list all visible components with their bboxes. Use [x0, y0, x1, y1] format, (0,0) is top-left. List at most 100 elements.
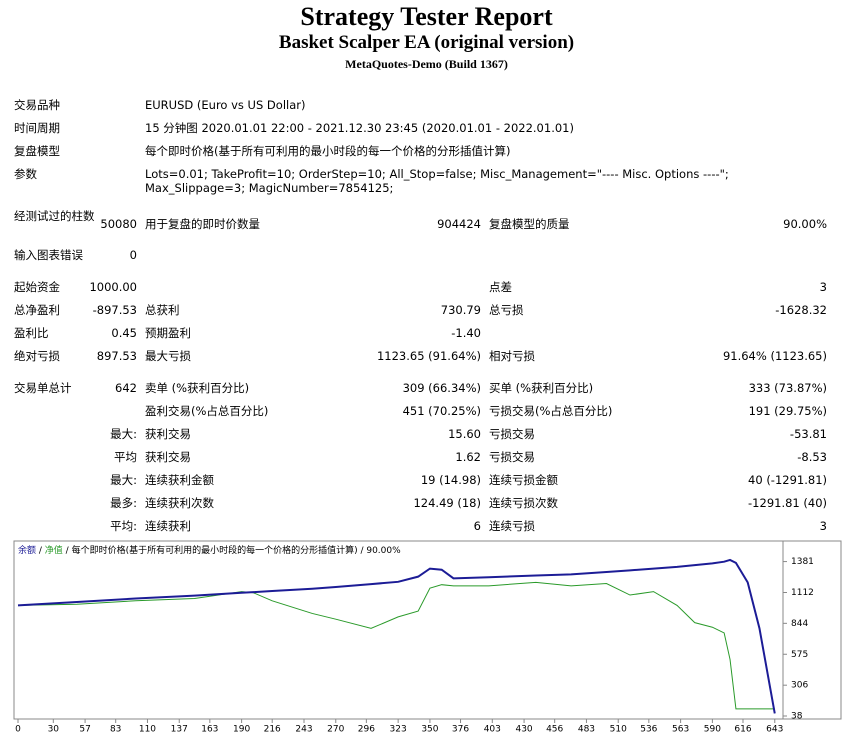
- y-tick-label: 1381: [791, 557, 814, 567]
- stat-label: 连续获利金额: [145, 473, 214, 487]
- stat-label: 亏损交易(%占总百分比): [489, 404, 613, 418]
- stat-label: 经测试过的柱数: [14, 209, 95, 223]
- x-tick-label: 376: [452, 725, 469, 735]
- x-tick-label: 216: [264, 725, 281, 735]
- legend-sep: /: [36, 546, 45, 556]
- x-tick-label: 616: [734, 725, 751, 735]
- stat-value: 1000.00: [89, 280, 137, 294]
- stat-value: 0: [129, 248, 137, 262]
- stat-value: -1628.32: [775, 303, 827, 317]
- stat-label: 交易单总计: [14, 381, 72, 395]
- stat-label: 亏损交易: [489, 427, 535, 441]
- x-tick-label: 563: [672, 725, 689, 735]
- stat-value: 最大:: [110, 473, 137, 487]
- legend-balance: 余额: [18, 544, 36, 556]
- stat-value: -1.40: [451, 326, 481, 340]
- info-label: 参数: [14, 167, 37, 181]
- report-title: Strategy Tester Report: [300, 2, 553, 31]
- stat-label: 总净盈利: [14, 303, 60, 317]
- y-tick-label: 306: [791, 681, 808, 691]
- stat-value: 0.45: [111, 326, 137, 340]
- stat-label: 输入图表错误: [14, 248, 83, 262]
- x-tick-label: 190: [233, 725, 250, 735]
- x-tick-label: 137: [171, 725, 188, 735]
- stat-label: 绝对亏损: [14, 349, 60, 363]
- x-tick-label: 270: [327, 725, 344, 735]
- x-tick-label: 163: [201, 725, 218, 735]
- x-tick-label: 0: [15, 725, 21, 735]
- stat-value: 451 (70.25%): [402, 404, 481, 418]
- stat-value: -8.53: [797, 450, 827, 464]
- y-tick-label: 575: [791, 650, 808, 660]
- stat-label: 最大亏损: [145, 349, 191, 363]
- legend-quality: 90.00%: [366, 546, 401, 556]
- stat-value: 最多:: [110, 496, 137, 510]
- x-tick-label: 296: [358, 725, 375, 735]
- y-tick-label: 1112: [791, 588, 814, 598]
- x-tick-label: 30: [48, 725, 60, 735]
- stat-value: -53.81: [789, 427, 827, 441]
- stat-value: 3: [819, 519, 827, 533]
- stat-value: 91.64% (1123.65): [722, 349, 827, 363]
- stat-label: 获利交易: [145, 427, 191, 441]
- legend-equity: 净值: [45, 544, 63, 556]
- legend: 余额 / 净值 / 每个即时价格(基于所有可利用的最小时段的每一个价格的分形插值…: [18, 544, 401, 556]
- stat-value: 309 (66.34%): [402, 381, 481, 395]
- x-tick-label: 456: [546, 725, 563, 735]
- stat-value: 904424: [437, 217, 481, 231]
- stat-value: 3: [819, 280, 827, 294]
- stat-label: 预期盈利: [145, 326, 191, 340]
- stat-label: 盈利交易(%占总百分比): [145, 404, 269, 418]
- info-value: 每个即时价格(基于所有可利用的最小时段的每一个价格的分形插值计算): [145, 144, 511, 158]
- legend-model: 每个即时价格(基于所有可利用的最小时段的每一个价格的分形插值计算): [72, 544, 358, 556]
- stat-label: 点差: [489, 280, 512, 294]
- report-build: MetaQuotes-Demo (Build 1367): [345, 57, 508, 71]
- stat-label: 连续亏损: [489, 519, 535, 533]
- info-value: 15 分钟图 2020.01.01 22:00 - 2021.12.30 23:…: [145, 121, 574, 135]
- stat-value: 191 (29.75%): [748, 404, 827, 418]
- stat-value: 897.53: [96, 349, 137, 363]
- stat-label: 连续亏损次数: [489, 496, 558, 510]
- y-tick-label: 38: [791, 712, 803, 722]
- stat-label: 盈利比: [14, 326, 49, 340]
- x-tick-label: 590: [704, 725, 721, 735]
- x-tick-label: 243: [295, 725, 312, 735]
- stat-label: 买单 (%获利百分比): [489, 381, 594, 395]
- stat-label: 卖单 (%获利百分比): [145, 381, 250, 395]
- stat-value: 730.79: [440, 303, 481, 317]
- x-tick-label: 643: [766, 725, 783, 735]
- stat-label: 连续亏损金额: [489, 473, 558, 487]
- stat-label: 用于复盘的即时价数量: [145, 217, 260, 231]
- stat-label: 总获利: [145, 303, 180, 317]
- stat-value: 15.60: [448, 427, 481, 441]
- stat-label: 相对亏损: [489, 349, 535, 363]
- x-tick-label: 350: [421, 725, 438, 735]
- stat-value: 50080: [100, 217, 137, 231]
- stat-label: 总亏损: [489, 303, 524, 317]
- x-tick-label: 483: [578, 725, 595, 735]
- stat-label: 亏损交易: [489, 450, 535, 464]
- stat-value: 最大:: [110, 427, 137, 441]
- x-tick-label: 510: [610, 725, 627, 735]
- stat-label: 连续获利: [145, 519, 191, 533]
- stat-value: 124.49 (18): [413, 496, 481, 510]
- info-value: Lots=0.01; TakeProfit=10; OrderStep=10; …: [145, 167, 729, 195]
- stat-value: 6: [473, 519, 481, 533]
- y-tick-label: 844: [791, 619, 808, 629]
- info-label: 时间周期: [14, 121, 60, 135]
- equity-chart: 余额 / 净值 / 每个即时价格(基于所有可利用的最小时段的每一个价格的分形插值…: [13, 540, 842, 735]
- stat-value: -897.53: [92, 303, 137, 317]
- stat-value: 40 (-1291.81): [748, 473, 827, 487]
- stat-value: 333 (73.87%): [748, 381, 827, 395]
- stat-label: 起始资金: [14, 280, 60, 294]
- stat-value: 平均: [114, 450, 137, 464]
- info-label: 复盘模型: [14, 144, 60, 158]
- x-tick-label: 57: [79, 725, 90, 735]
- report-subtitle: Basket Scalper EA (original version): [278, 32, 575, 53]
- stat-value: 642: [115, 381, 137, 395]
- stat-value: 1.62: [455, 450, 481, 464]
- stat-value: -1291.81 (40): [748, 496, 827, 510]
- x-tick-label: 110: [139, 725, 156, 735]
- x-tick-label: 536: [640, 725, 657, 735]
- info-label: 交易品种: [14, 98, 60, 112]
